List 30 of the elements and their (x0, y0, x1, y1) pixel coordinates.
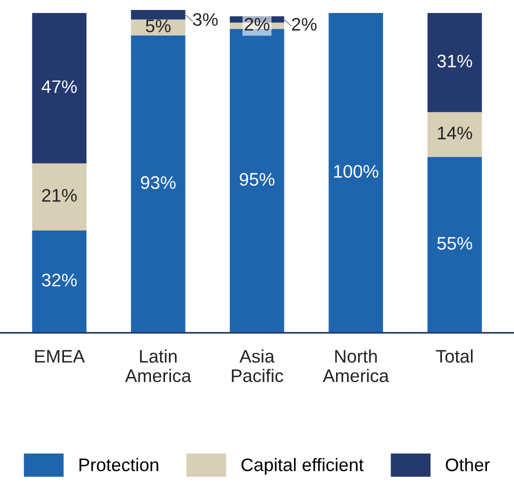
data-label: 2% (244, 18, 270, 31)
bar (130, 10, 186, 20)
bar (130, 35, 186, 333)
data-label: 32% (42, 274, 77, 286)
legend-label: Capital efficient (242, 458, 364, 475)
data-label: 93% (140, 176, 176, 189)
legend-label: Protection (80, 458, 158, 472)
bar (428, 13, 482, 112)
data-label: 3% (192, 13, 218, 26)
data-label: 95% (240, 172, 274, 186)
legend-label: Other (446, 458, 490, 472)
bar (328, 13, 384, 333)
data-label: 55% (437, 236, 472, 250)
bar (32, 230, 86, 333)
data-label: 31% (437, 54, 472, 68)
x-tick-label: Latin America (125, 349, 192, 382)
data-label: 100% (334, 164, 378, 178)
bar (32, 13, 86, 164)
data-label: 47% (42, 80, 77, 93)
bar (32, 163, 86, 230)
bar (428, 156, 482, 333)
x-tick-label: Asia Pacific (232, 349, 284, 382)
data-label: 2% (292, 18, 317, 31)
data-label: 14% (438, 126, 472, 140)
data-label: 21% (42, 188, 77, 202)
data-label: 5% (146, 20, 171, 32)
x-tick-label: North America (322, 349, 389, 382)
x-tick-label: EMEA (35, 350, 85, 363)
bar (428, 112, 482, 157)
x-tick-label: Total (436, 349, 473, 363)
